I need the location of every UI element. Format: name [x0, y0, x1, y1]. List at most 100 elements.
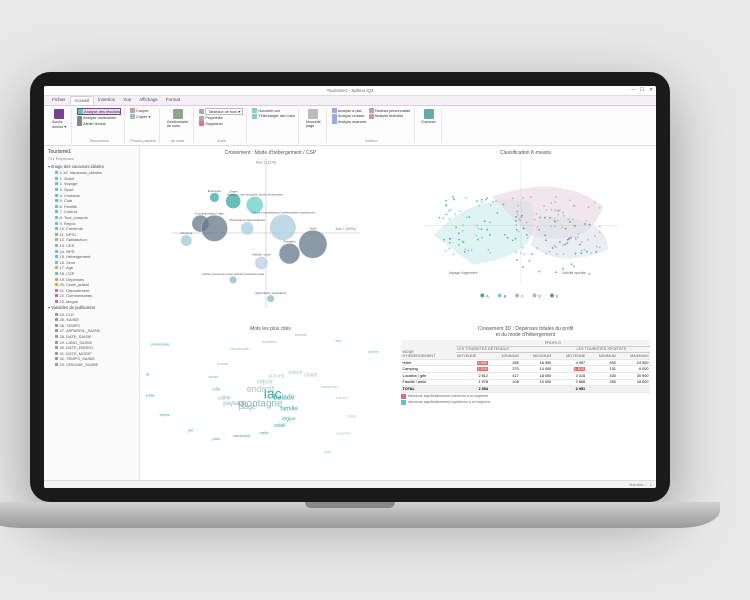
ribbon-item[interactable]: Atelier lexical: [77, 121, 121, 126]
svg-text:nature: nature: [288, 370, 302, 376]
ribbon-item[interactable]: Tableaux de bord ▾: [199, 108, 243, 115]
svg-text:visite: visite: [259, 430, 269, 435]
svg-text:repos: repos: [160, 412, 170, 417]
svg-text:Cadres et professions intellec: Cadres et professions intellectuelles su…: [251, 210, 316, 214]
sidebar-item[interactable]: 33. ORIGINE_SAISIE: [46, 362, 137, 368]
menu-tab[interactable]: Format: [162, 96, 184, 105]
svg-text:D: D: [538, 293, 541, 298]
svg-text:parc: parc: [212, 436, 220, 441]
svg-text:Employés: Employés: [208, 189, 222, 193]
ribbon-item[interactable]: Supprimer: [199, 121, 243, 126]
laptop-bezel: Tourisme1 - Sphinx iQ3 ─ ☐ ✕ FichierAccu…: [30, 72, 670, 502]
svg-text:piscine: piscine: [336, 395, 349, 400]
panel-cross-table[interactable]: Croisement 3D : Dépenses totales du prof…: [401, 326, 650, 476]
panel-title: Classification K-means: [401, 150, 650, 156]
ribbon-item[interactable]: Télécharger des vues: [252, 114, 295, 119]
svg-text:Professions intermédiaires: Professions intermédiaires: [230, 218, 266, 222]
cross-table: MODE D'HÉBERGEMENTPROFILSLES TOURISTES D…: [401, 340, 650, 393]
panel-title: Croisement : Mode d'hébergement / CSP: [146, 150, 395, 156]
ribbon-item[interactable]: Analyse croisée: [332, 114, 367, 119]
kmeans-svg: Voyage d'agrémentActivité sportiveABCDE: [401, 158, 641, 308]
ribbon-item[interactable]: Analyse textuelle: [369, 114, 411, 119]
app-body: Tourisme1 741 Réponses Image des vacance…: [44, 146, 656, 480]
ribbon-item[interactable]: Analyse multivariée: [77, 116, 121, 121]
svg-text:vacances: vacances: [233, 433, 250, 438]
ribbon-item[interactable]: Copier ▾: [130, 114, 150, 119]
svg-text:famille: famille: [280, 406, 298, 412]
sidebar-subtitle: 741 Réponses: [46, 156, 137, 163]
ribbon-item[interactable]: Analyse à plat: [332, 108, 367, 113]
app-window: Tourisme1 - Sphinx iQ3 ─ ☐ ✕ FichierAccu…: [44, 86, 656, 488]
ribbon-item[interactable]: Nouvelle vue: [252, 108, 295, 113]
svg-text:Artisans, commerçants, chefs d: Artisans, commerçants, chefs d'entrepris…: [227, 193, 283, 197]
ribbon-button[interactable]: Gestionnaire de vues: [165, 108, 191, 129]
table-legend: éléments significativement inférieurs à …: [401, 394, 650, 405]
status-label: Nombre :: [629, 482, 645, 487]
svg-text:Activité sportive: Activité sportive: [562, 271, 586, 275]
ribbon-button[interactable]: Accès directs ▾: [50, 108, 68, 130]
panel-title: Croisement 3D : Dépenses totales du prof…: [401, 326, 650, 338]
svg-text:Camping: Camping: [180, 231, 192, 235]
ribbon-item[interactable]: Propriétés: [199, 116, 243, 121]
svg-text:joli: joli: [187, 427, 193, 432]
menu-tabstrip: FichierAccueilInsertionVueAffichageForma…: [44, 96, 656, 106]
svg-text:balade: balade: [274, 395, 295, 402]
svg-text:accueil: accueil: [268, 373, 284, 379]
menu-tab[interactable]: Affichage: [135, 96, 162, 105]
svg-text:gîte: gîte: [324, 449, 331, 454]
svg-text:séjour: séjour: [257, 379, 273, 385]
svg-text:B: B: [504, 293, 507, 298]
sidebar-section[interactable]: Image des vacances idéales: [46, 163, 137, 170]
panel-kmeans[interactable]: Classification K-means Voyage d'agrément…: [401, 150, 650, 320]
svg-text:Axe 1 (50%): Axe 1 (50%): [335, 227, 356, 231]
svg-text:Agriculteurs exploitants: Agriculteurs exploitants: [255, 291, 287, 295]
svg-text:moment: moment: [262, 339, 277, 344]
panel-wordcloud[interactable]: Mots les plus cités lacmontagneendroitba…: [146, 326, 395, 476]
svg-text:hôtel: hôtel: [348, 414, 357, 419]
svg-text:air: air: [146, 372, 150, 377]
sidebar-title: Tourisme1: [46, 148, 137, 156]
svg-text:site: site: [335, 338, 342, 343]
svg-text:paysage: paysage: [223, 401, 246, 407]
menu-tab[interactable]: Fichier: [48, 96, 70, 105]
svg-text:activité: activité: [294, 334, 307, 337]
svg-text:Famille / amis: Famille / amis: [252, 253, 271, 257]
svg-text:restaurant: restaurant: [321, 384, 340, 389]
svg-text:C: C: [521, 293, 524, 298]
svg-text:Autres personnes sans activité: Autres personnes sans activité professio…: [202, 272, 264, 276]
ribbon-toolbar: Accès directs ▾Analyse des résultatsAnal…: [44, 106, 656, 146]
svg-text:Retraités: Retraités: [283, 239, 296, 243]
svg-text:région: région: [282, 417, 296, 423]
variables-sidebar: Tourisme1 741 Réponses Image des vacance…: [44, 146, 140, 480]
menu-tab[interactable]: Vue: [119, 96, 135, 105]
svg-text:profiter: profiter: [368, 350, 380, 354]
svg-text:promenade: promenade: [151, 342, 170, 346]
laptop-frame: Tourisme1 - Sphinx iQ3 ─ ☐ ✕ FichierAccu…: [30, 72, 720, 528]
ribbon-button[interactable]: Nouvelle page: [304, 108, 323, 129]
svg-text:belle: belle: [146, 392, 155, 397]
svg-text:Hôtel: Hôtel: [309, 226, 316, 230]
svg-text:A: A: [486, 293, 489, 298]
svg-text:calme: calme: [217, 395, 231, 401]
menu-tab[interactable]: Accueil: [70, 96, 95, 105]
ribbon-item[interactable]: Analyse des résultats: [77, 108, 121, 115]
panel-bubble-chart[interactable]: Croisement : Mode d'hébergement / CSP Ax…: [146, 150, 395, 320]
window-close-button[interactable]: ✕: [648, 87, 654, 93]
ribbon-item[interactable]: Tableau personnalisé: [369, 108, 411, 113]
wordcloud-svg: lacmontagneendroitbaladeplageséjourfamil…: [146, 334, 386, 464]
window-maximize-button[interactable]: ☐: [639, 87, 645, 93]
sidebar-section[interactable]: Variables de publication: [46, 304, 137, 311]
status-bar: Nombre : 1: [44, 480, 656, 488]
svg-text:Location / gîte: Location / gîte: [205, 211, 224, 215]
ribbon-item[interactable]: Couper: [130, 108, 150, 113]
window-titlebar: Tourisme1 - Sphinx iQ3 ─ ☐ ✕: [44, 86, 656, 96]
svg-text:Voyage d'agrément: Voyage d'agrément: [448, 271, 477, 275]
window-minimize-button[interactable]: ─: [630, 87, 636, 93]
svg-text:Axe 2 (21%): Axe 2 (21%): [256, 161, 277, 165]
ribbon-button[interactable]: Exporter: [420, 108, 438, 125]
report-canvas: Croisement : Mode d'hébergement / CSP Ax…: [140, 146, 656, 480]
svg-text:cadre: cadre: [208, 374, 219, 379]
menu-tab[interactable]: Insertion: [94, 96, 119, 105]
ribbon-item[interactable]: Analyse avancée: [332, 119, 367, 124]
bubble-chart-svg: Axe 2 (21%)Axe 1 (50%)EmployésChaletArti…: [146, 158, 386, 308]
